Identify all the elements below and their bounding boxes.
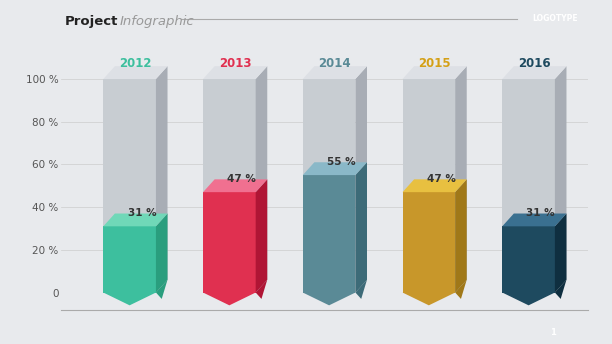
Polygon shape <box>455 280 467 299</box>
Polygon shape <box>156 280 168 299</box>
Polygon shape <box>502 66 567 79</box>
Polygon shape <box>103 292 156 305</box>
Text: Project: Project <box>64 15 118 29</box>
Polygon shape <box>203 292 256 305</box>
Polygon shape <box>303 66 367 79</box>
Polygon shape <box>403 292 455 305</box>
Polygon shape <box>203 79 256 292</box>
Polygon shape <box>356 280 367 299</box>
Text: 2014: 2014 <box>319 57 351 71</box>
Text: 31 %: 31 % <box>127 208 156 218</box>
Polygon shape <box>555 66 567 292</box>
Polygon shape <box>455 179 467 292</box>
Text: 55 %: 55 % <box>327 157 356 166</box>
Polygon shape <box>303 162 367 175</box>
Text: 2012: 2012 <box>119 57 152 71</box>
Text: LOGOTYPE: LOGOTYPE <box>532 14 578 23</box>
Polygon shape <box>356 162 367 292</box>
Polygon shape <box>203 192 256 292</box>
Text: 2015: 2015 <box>419 57 451 71</box>
Polygon shape <box>403 179 467 192</box>
Polygon shape <box>502 214 567 226</box>
Polygon shape <box>156 214 168 292</box>
Text: 1: 1 <box>550 328 556 337</box>
Polygon shape <box>256 179 267 292</box>
Polygon shape <box>403 192 455 292</box>
Polygon shape <box>403 79 455 292</box>
Polygon shape <box>203 66 267 79</box>
Polygon shape <box>103 226 156 292</box>
Polygon shape <box>103 214 168 226</box>
Polygon shape <box>303 175 356 292</box>
Polygon shape <box>203 179 267 192</box>
Polygon shape <box>502 226 555 292</box>
Polygon shape <box>256 280 267 299</box>
Polygon shape <box>455 66 467 292</box>
Polygon shape <box>356 66 367 292</box>
Polygon shape <box>502 292 555 305</box>
Polygon shape <box>103 79 156 292</box>
Text: 2016: 2016 <box>518 57 551 71</box>
Polygon shape <box>555 214 567 292</box>
Polygon shape <box>502 79 555 292</box>
Text: 31 %: 31 % <box>526 208 555 218</box>
Polygon shape <box>555 280 567 299</box>
Polygon shape <box>303 292 356 305</box>
Polygon shape <box>103 66 168 79</box>
Polygon shape <box>303 79 356 292</box>
Text: 47 %: 47 % <box>227 174 256 184</box>
Text: 47 %: 47 % <box>427 174 455 184</box>
Polygon shape <box>403 66 467 79</box>
Polygon shape <box>256 66 267 292</box>
Polygon shape <box>156 66 168 292</box>
Text: Infographic: Infographic <box>119 15 194 29</box>
Text: 2013: 2013 <box>219 57 252 71</box>
